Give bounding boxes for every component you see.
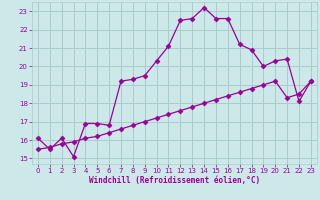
X-axis label: Windchill (Refroidissement éolien,°C): Windchill (Refroidissement éolien,°C) bbox=[89, 176, 260, 185]
